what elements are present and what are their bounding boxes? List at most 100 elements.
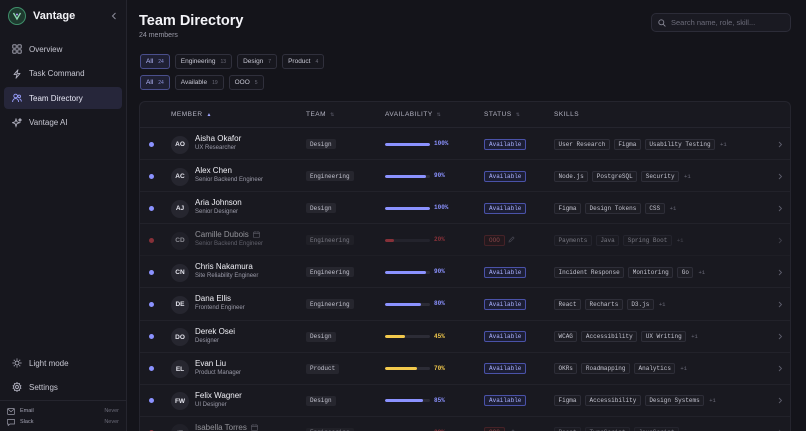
member-role: Frontend Engineer [195, 305, 245, 312]
more-skills-count: +1 [709, 397, 716, 405]
skill-tag: Analytics [634, 363, 676, 375]
status-badge[interactable]: Available [484, 395, 527, 407]
member-role: Site Reliability Engineer [195, 273, 259, 280]
filter-status-available[interactable]: Available 19 [174, 75, 224, 90]
team-badge: Product [306, 363, 340, 374]
chevron-right-icon[interactable] [777, 173, 783, 180]
member-name-wrap: Derek Osei [195, 327, 235, 336]
table-row[interactable]: CD Camille Dubois Senior Backend Enginee… [140, 224, 790, 257]
page-title: Team Directory [139, 13, 244, 29]
sidebar-item-settings[interactable]: Settings [4, 376, 122, 398]
light-mode-toggle[interactable]: Light mode [4, 352, 122, 374]
table-row[interactable]: IT Isabella Torres Engineering 20% OOO R… [140, 417, 790, 431]
availability-bar-fill [385, 367, 417, 371]
chevron-right-icon[interactable] [777, 141, 783, 148]
availability-dot [149, 237, 154, 243]
skills-list: Figma Accessibility Design Systems +1 [554, 395, 716, 407]
skills-list: Figma Design Tokens CSS +1 [554, 202, 676, 214]
member-name-wrap: Chris Nakamura [195, 262, 253, 271]
team-badge: Design [306, 395, 336, 406]
avatar: EL [171, 360, 189, 379]
sort-icon: ⇅ [515, 111, 521, 118]
status-badge[interactable]: Available [484, 298, 527, 310]
filter-status-ooo[interactable]: OOO 5 [228, 75, 264, 90]
filter-count: 5 [254, 79, 258, 86]
skill-tag: CSS [644, 202, 665, 214]
slack-sync-status: Never [104, 419, 119, 425]
availability-bar-fill [385, 302, 421, 306]
avatar: AO [171, 135, 189, 154]
availability-bar [385, 142, 430, 146]
table-row[interactable]: DE Dana Ellis Frontend Engineer Engineer… [140, 288, 790, 321]
sidebar-item-task-command[interactable]: Task Command [4, 63, 122, 85]
calendar-icon [252, 231, 260, 239]
status-badge[interactable]: Available [484, 266, 527, 278]
team-badge: Engineering [306, 427, 354, 431]
edit-pencil-icon[interactable] [508, 236, 515, 243]
table-row[interactable]: AC Alex Chen Senior Backend Engineer Eng… [140, 160, 790, 193]
member-role: Product Manager [195, 369, 242, 376]
skill-tag: Accessibility [581, 331, 638, 343]
table-row[interactable]: AO Aisha Okafor UX Researcher Design 100… [140, 128, 790, 161]
column-header-status[interactable]: STATUS ⇅ [484, 111, 520, 118]
chevron-right-icon[interactable] [777, 301, 783, 308]
availability-dot [149, 205, 154, 211]
search-box[interactable] [651, 13, 791, 32]
status-badge[interactable]: Available [484, 170, 527, 182]
column-header-member[interactable]: MEMBER ▲ [171, 111, 212, 118]
edit-pencil-icon[interactable] [508, 429, 515, 431]
chevron-right-icon[interactable] [777, 397, 783, 404]
status-badge[interactable]: OOO [484, 234, 505, 246]
skill-tag: TypeScript [585, 427, 631, 431]
sort-asc-icon: ▲ [206, 111, 212, 118]
status-badge[interactable]: Available [484, 363, 527, 375]
collapse-sidebar-icon[interactable] [108, 10, 120, 22]
search-input[interactable] [671, 18, 786, 27]
column-header-availability[interactable]: AVAILABILITY ⇅ [385, 111, 441, 118]
skill-tag: Figma [554, 395, 582, 407]
column-header-team[interactable]: TEAM ⇅ [306, 111, 335, 118]
sidebar-item-overview[interactable]: Overview [4, 38, 122, 60]
sun-icon [11, 358, 22, 369]
table-row[interactable]: DO Derek Osei Designer Design 45% Availa… [140, 321, 790, 353]
table-row[interactable]: CN Chris Nakamura Site Reliability Engin… [140, 256, 790, 289]
availability-percent: 80% [434, 300, 445, 308]
chevron-right-icon[interactable] [777, 205, 783, 212]
member-name-wrap: Aisha Okafor [195, 134, 241, 143]
filter-team-design[interactable]: Design 7 [237, 54, 278, 69]
status-badge[interactable]: Available [484, 138, 527, 150]
chevron-right-icon[interactable] [777, 333, 783, 340]
sort-icon: ⇅ [436, 111, 442, 118]
integrations-footer: Email Never Slack Never [0, 400, 127, 431]
availability-percent: 100% [434, 140, 449, 147]
search-icon [658, 14, 666, 32]
sidebar-item-team-directory[interactable]: Team Directory [4, 87, 122, 109]
availability-percent: 90% [434, 268, 445, 276]
availability-dot [149, 366, 154, 372]
members-table: MEMBER ▲ TEAM ⇅ AVAILABILITY ⇅ STATUS ⇅ SKIL… [139, 101, 791, 431]
member-name: Isabella Torres [195, 422, 247, 431]
table-row[interactable]: EL Evan Liu Product Manager Product 70% … [140, 353, 790, 385]
table-row[interactable]: AJ Aria Johnson Senior Designer Design 1… [140, 192, 790, 225]
filter-status-all[interactable]: All 24 [140, 75, 170, 90]
filter-team-product[interactable]: Product 4 [282, 54, 325, 69]
skills-list: Node.js PostgreSQL Security +1 [554, 170, 691, 182]
availability-percent: 20% [434, 236, 445, 244]
skills-list: Incident Response Monitoring Go +1 [554, 266, 705, 278]
team-badge: Engineering [306, 299, 354, 310]
status-badge[interactable]: OOO [484, 427, 505, 431]
status-filter-group: All 24 Available 19 OOO 5 [140, 75, 269, 90]
filter-label: All [146, 79, 154, 86]
status-badge[interactable]: Available [484, 331, 527, 343]
table-row[interactable]: FW Felix Wagner UI Designer Design 85% A… [140, 385, 790, 417]
chevron-right-icon[interactable] [777, 237, 783, 244]
filter-count: 13 [220, 58, 227, 65]
chevron-right-icon[interactable] [777, 365, 783, 372]
status-badge[interactable]: Available [484, 202, 527, 214]
sidebar-item-vantage-ai[interactable]: Vantage AI [4, 112, 122, 134]
availability-dot [149, 269, 154, 275]
availability-bar [385, 302, 430, 306]
chevron-right-icon[interactable] [777, 269, 783, 276]
filter-team-all[interactable]: All 24 [140, 54, 170, 69]
filter-team-engineering[interactable]: Engineering 13 [174, 54, 233, 69]
